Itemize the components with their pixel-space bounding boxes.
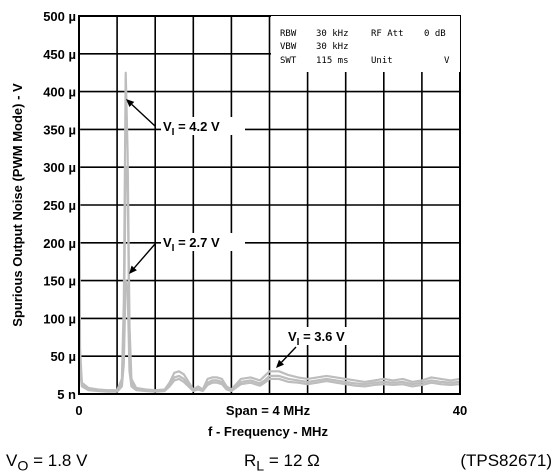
unit-label: Unit [371,56,393,66]
annotation-label: VI = 3.6 V [288,329,345,348]
annotation-arrow-head [126,99,135,108]
x-center-label: Span = 4 MHz [226,403,311,418]
annotation-background [161,233,245,251]
footer-rl-sub: L [256,458,265,475]
y-tick-label: 200 µ [43,236,76,251]
annotation-arrow-line [281,346,297,363]
vbw-value: 30 kHz [316,42,349,52]
y-tick-label: 50 µ [50,349,76,364]
grid-layer [79,16,460,394]
unit-value: V [444,56,450,66]
y-tick-label: 100 µ [43,311,76,326]
series-line-2 [77,242,461,393]
y-tick-label: 450 µ [43,47,76,62]
x-axis-label: f - Frequency - MHz [208,424,328,439]
y-tick-label: 150 µ [43,274,76,289]
annotation-arrow-head [129,265,137,274]
vbw-label: VBW [280,42,297,52]
y-tick-label: 500 µ [43,9,76,24]
x-tick-label: 40 [453,403,467,418]
swt-label: SWT [280,56,297,66]
rbw-label: RBW [280,29,297,39]
plot-border [78,15,461,395]
rf-att-label: RF Att [371,29,404,39]
plot-frame [78,15,461,395]
series-line-0 [77,71,461,392]
x-tick-label: 0 [75,403,82,418]
annotation-background [161,117,245,135]
rf-att-value: 0 dB [424,29,446,39]
y-tick-label: 400 µ [43,85,76,100]
footer-rl-rest: = 12 Ω [264,451,320,470]
y-tick-label: 300 µ [43,160,76,175]
footer-vo-main: V [6,451,18,470]
y-tick-label: 5 n [57,387,76,402]
tick-labels: 500 µ 450 µ 400 µ 350 µ 300 µ 250 µ 200 µ 150 µ… [43,9,467,418]
annotations: VI = 4.2 V VI = 2.7 V VI = 3.6 V [126,99,370,368]
footer-vo-sub: O [17,458,29,475]
y-axis-label: Spurious Output Noise (PWM Mode) - V [10,83,25,327]
annotation-background [286,327,370,345]
footer-rl: RL = 12 Ω [244,451,320,474]
footer-vo: VO = 1.8 V [6,451,87,474]
y-tick-label: 350 µ [43,122,76,137]
y-tick-label: 250 µ [43,198,76,213]
annotation-arrow-line [133,243,156,269]
series-line-1 [77,166,461,393]
rbw-value: 30 kHz [316,29,349,39]
annotation-arrow-head [276,359,285,368]
footer-rl-main: R [244,451,257,470]
annotation-label: VI = 4.2 V [163,119,220,138]
annotation-label: VI = 2.7 V [163,235,220,254]
series-layer [77,71,461,393]
instrument-settings-box: RBW 30 kHz RF Att 0 dB VBW 30 kHz SWT 11… [271,16,460,72]
footer-part-number: (TPS82671) [460,451,552,470]
swt-value: 115 ms [316,56,349,66]
footer-vo-rest: = 1.8 V [28,451,88,470]
annotation-arrow-line [131,103,156,127]
